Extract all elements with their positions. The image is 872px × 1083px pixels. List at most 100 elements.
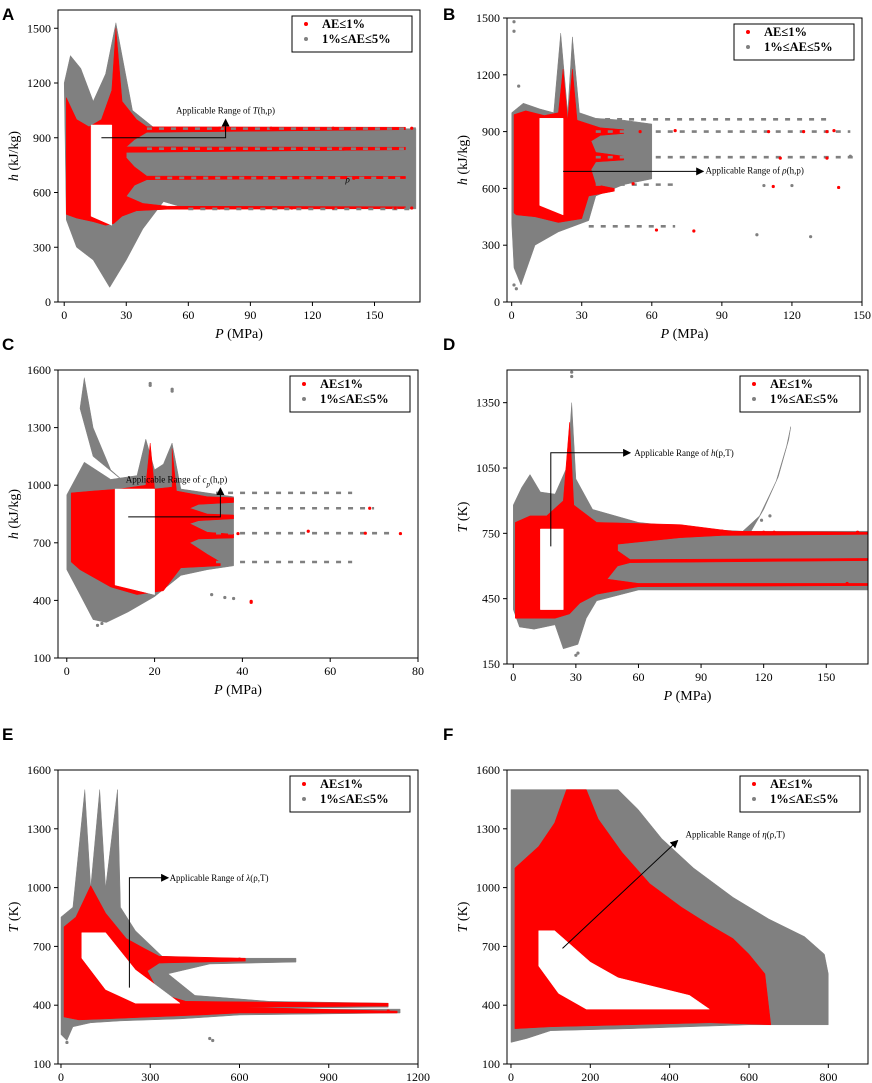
- x-tick-label: 30: [576, 308, 588, 322]
- y-tick-label: 100: [33, 651, 51, 665]
- gray-data-point: [790, 183, 794, 188]
- red-data-point: [778, 156, 782, 160]
- x-tick-label: 150: [853, 308, 871, 322]
- red-data-point: [845, 581, 849, 586]
- y-tick-label: 100: [33, 1057, 51, 1071]
- x-tick-label: 120: [303, 308, 321, 322]
- red-data-point: [692, 229, 696, 233]
- y-tick-label: 0: [494, 295, 500, 309]
- y-tick-label: 400: [33, 998, 51, 1012]
- y-tick-label: 400: [33, 593, 51, 607]
- legend-red-marker: [302, 382, 306, 386]
- legend-box: [291, 15, 413, 53]
- legend: AE≤1%1%≤AE≤5%: [289, 375, 411, 413]
- y-tick-label: 100: [482, 1057, 500, 1071]
- red-data-point: [771, 184, 775, 189]
- panel-label: B: [443, 5, 455, 24]
- x-tick-label: 60: [324, 664, 336, 678]
- gray-data-point: [512, 29, 516, 33]
- x-tick-label: 90: [244, 308, 256, 322]
- y-tick-label: 1000: [27, 881, 51, 895]
- legend-red-marker: [302, 782, 306, 786]
- annotation: Applicable Range of h(p,T): [550, 448, 734, 547]
- x-tick-label: 800: [819, 1070, 837, 1083]
- legend-gray-marker: [752, 397, 756, 401]
- annotation-arrow: [101, 118, 230, 139]
- x-tick-label: 0: [508, 1070, 514, 1083]
- plot-frame: [57, 9, 421, 303]
- x-axis-label: P (MPa): [660, 327, 709, 342]
- legend-entry: 1%≤AE≤5%: [764, 40, 833, 54]
- red-data-point: [393, 206, 397, 210]
- y-axis-label: T (K): [456, 501, 471, 532]
- red-data-point: [236, 531, 240, 536]
- y-axis-label: T (K): [7, 901, 22, 932]
- applicable-range-region: [81, 932, 181, 1004]
- legend-gray-marker: [304, 37, 308, 41]
- x-tick-label: 120: [755, 670, 773, 684]
- x-axis-label: P (MPa): [663, 689, 712, 704]
- y-axis-label: h (kJ/kg): [456, 135, 471, 186]
- red-data-point: [832, 129, 836, 133]
- y-tick-label: 300: [482, 238, 500, 252]
- applicable-range-region: [538, 930, 711, 1010]
- x-tick-label: 60: [646, 308, 658, 322]
- panel-label: D: [443, 335, 455, 354]
- annotation: Applicable Range of T(h,p): [101, 105, 275, 139]
- gray-data-point: [848, 154, 852, 158]
- legend: AE≤1%1%≤AE≤5%: [289, 775, 411, 813]
- legend-red-marker: [746, 30, 750, 34]
- legend-entry: 1%≤AE≤5%: [320, 792, 389, 806]
- gray-data-point: [514, 287, 518, 291]
- annotation-text: Applicable Range of h(p,T): [634, 448, 733, 458]
- gray-data-point: [574, 653, 578, 657]
- x-tick-label: 150: [817, 670, 835, 684]
- x-tick-label: 40: [236, 664, 248, 678]
- x-tick-label: 90: [716, 308, 728, 322]
- legend-entry: AE≤1%: [764, 25, 807, 39]
- annotation: Applicable Range of λ(ρ,T): [128, 873, 268, 988]
- legend-entry: AE≤1%: [320, 377, 363, 391]
- extra-label: ρ: [345, 175, 351, 185]
- gray-data-point: [517, 84, 521, 88]
- y-tick-label: 600: [482, 181, 500, 195]
- red-data-point: [410, 206, 414, 210]
- red-data-point: [398, 531, 403, 536]
- annotation-text: Applicable Range of ρ(h,p): [706, 165, 804, 175]
- x-tick-label: 400: [661, 1070, 679, 1083]
- gray-data-point: [100, 621, 104, 626]
- x-tick-label: 900: [320, 1070, 338, 1083]
- red-data-point: [269, 126, 273, 130]
- red-data-point: [237, 957, 242, 961]
- annotation-text: Applicable Range of η(ρ,T): [686, 830, 785, 840]
- y-tick-label: 1500: [27, 21, 51, 35]
- legend: AE≤1%1%≤AE≤5%: [733, 23, 855, 61]
- legend: AE≤1%1%≤AE≤5%: [291, 15, 413, 53]
- x-axis-label: P (MPa): [214, 327, 263, 342]
- annotation: Applicable Range of cp(h,p): [126, 474, 227, 518]
- legend-box: [733, 23, 855, 61]
- gray-data-point: [232, 596, 236, 601]
- red-data-point: [341, 147, 346, 151]
- y-tick-label: 300: [33, 240, 51, 254]
- x-tick-label: 30: [570, 670, 582, 684]
- legend-box: [289, 775, 411, 813]
- chart-panel-e: 03006009001200100400700100013001600ρ (kg…: [2, 725, 430, 1083]
- red-data-point: [306, 529, 310, 533]
- red-data-point: [410, 126, 414, 130]
- red-data-point: [363, 531, 367, 535]
- y-tick-label: 1600: [27, 763, 51, 777]
- red-data-point: [290, 206, 294, 210]
- x-tick-label: 60: [632, 670, 644, 684]
- y-tick-label: 1200: [476, 68, 500, 82]
- plot-area: [513, 370, 868, 657]
- annotation-arrow: [128, 487, 225, 518]
- red-data-point: [802, 130, 806, 134]
- legend-red-marker: [752, 782, 756, 786]
- plot-area: [60, 789, 401, 1045]
- y-tick-label: 1000: [27, 478, 51, 492]
- y-tick-label: 450: [482, 592, 500, 606]
- x-tick-label: 0: [509, 308, 515, 322]
